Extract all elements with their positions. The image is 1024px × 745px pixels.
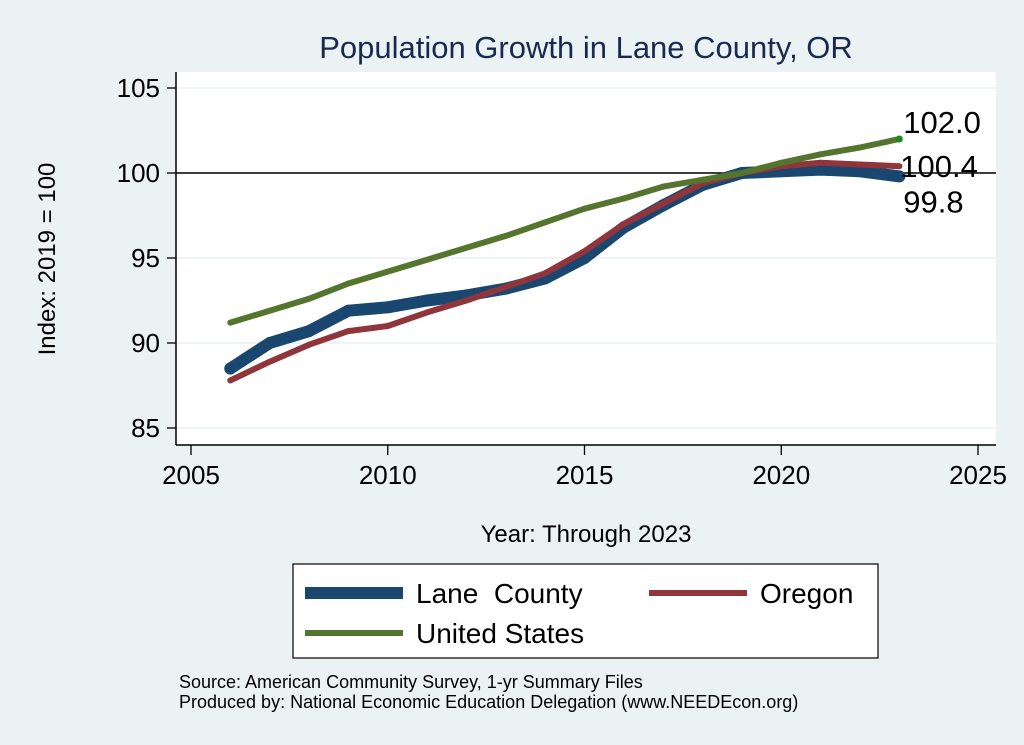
data-point-united-states bbox=[345, 280, 352, 287]
x-axis-label: Year: Through 2023 bbox=[481, 521, 692, 548]
x-tick-label: 2020 bbox=[752, 460, 810, 490]
data-point-united-states bbox=[817, 151, 824, 158]
legend-box bbox=[292, 563, 879, 659]
data-point-oregon bbox=[345, 328, 352, 335]
x-axis-ticks: 2005 2010 2015 2020 2025 bbox=[162, 445, 1007, 490]
data-point-oregon bbox=[620, 221, 627, 227]
data-point-lane-county bbox=[421, 294, 434, 307]
data-point-united-states bbox=[227, 319, 234, 326]
legend-label-lane-county: Lane County bbox=[416, 578, 583, 609]
data-point-united-states bbox=[699, 176, 706, 183]
x-tick-label: 2015 bbox=[556, 460, 614, 490]
legend-label-oregon: Oregon bbox=[760, 578, 853, 609]
data-point-oregon bbox=[384, 323, 391, 329]
data-point-united-states bbox=[778, 159, 785, 166]
data-point-united-states bbox=[306, 295, 313, 302]
data-point-lane-county bbox=[381, 301, 394, 314]
data-point-lane-county bbox=[263, 337, 276, 349]
y-tick-label: 105 bbox=[117, 73, 160, 103]
data-point-united-states bbox=[581, 205, 588, 212]
data-point-oregon bbox=[424, 309, 431, 316]
data-point-united-states bbox=[738, 170, 745, 176]
data-point-oregon bbox=[463, 297, 470, 304]
data-point-oregon bbox=[542, 270, 549, 277]
end-label-lane-county: 99.8 bbox=[903, 184, 963, 219]
end-label-united-states: 102.0 bbox=[903, 105, 981, 140]
legend: Lane County Oregon United States bbox=[292, 563, 879, 659]
series-line-lane-county bbox=[224, 163, 906, 375]
x-tick-label: 2025 bbox=[949, 460, 1007, 490]
legend-label-united-states: United States bbox=[416, 618, 584, 649]
y-tick-label: 90 bbox=[131, 328, 160, 358]
data-point-oregon bbox=[817, 159, 824, 166]
endpoint-marker bbox=[895, 135, 903, 143]
source-note: Source: American Community Survey, 1-yr … bbox=[179, 672, 643, 692]
series-line-united-states bbox=[227, 136, 903, 326]
producer-note: Produced by: National Economic Education… bbox=[179, 692, 798, 712]
data-point-oregon bbox=[581, 248, 588, 255]
data-point-united-states bbox=[620, 195, 627, 202]
end-label-oregon: 100.4 bbox=[900, 149, 978, 184]
data-point-oregon bbox=[896, 163, 903, 170]
data-point-oregon bbox=[660, 200, 667, 207]
x-tick-label: 2005 bbox=[162, 460, 220, 490]
data-point-united-states bbox=[542, 219, 549, 226]
data-point-lane-county bbox=[303, 325, 316, 338]
data-point-lane-county bbox=[342, 304, 355, 317]
y-tick-label: 95 bbox=[131, 243, 160, 273]
data-point-united-states bbox=[660, 183, 667, 190]
data-point-oregon bbox=[227, 377, 234, 384]
data-point-united-states bbox=[266, 307, 273, 314]
y-axis-label: Index: 2019 = 100 bbox=[34, 163, 61, 356]
data-point-oregon bbox=[306, 341, 313, 348]
data-point-united-states bbox=[502, 232, 509, 239]
data-point-lane-county bbox=[814, 163, 827, 176]
data-point-lane-county bbox=[224, 362, 237, 375]
y-tick-label: 100 bbox=[117, 158, 160, 188]
data-point-oregon bbox=[856, 161, 863, 168]
data-point-lane-county bbox=[893, 170, 906, 183]
data-point-united-states bbox=[463, 244, 470, 251]
y-axis-ticks: 85 90 95 100 105 bbox=[117, 73, 176, 443]
series-layer bbox=[224, 135, 906, 384]
data-point-oregon bbox=[266, 358, 273, 365]
chart-title: Population Growth in Lane County, OR bbox=[319, 30, 853, 65]
series-line-oregon bbox=[227, 159, 903, 384]
data-point-united-states bbox=[424, 256, 431, 263]
data-point-united-states bbox=[384, 268, 391, 275]
data-point-lane-county bbox=[853, 165, 866, 178]
x-tick-label: 2010 bbox=[359, 460, 417, 490]
data-point-oregon bbox=[502, 283, 509, 290]
data-point-united-states bbox=[856, 144, 863, 151]
y-tick-label: 85 bbox=[131, 413, 160, 443]
